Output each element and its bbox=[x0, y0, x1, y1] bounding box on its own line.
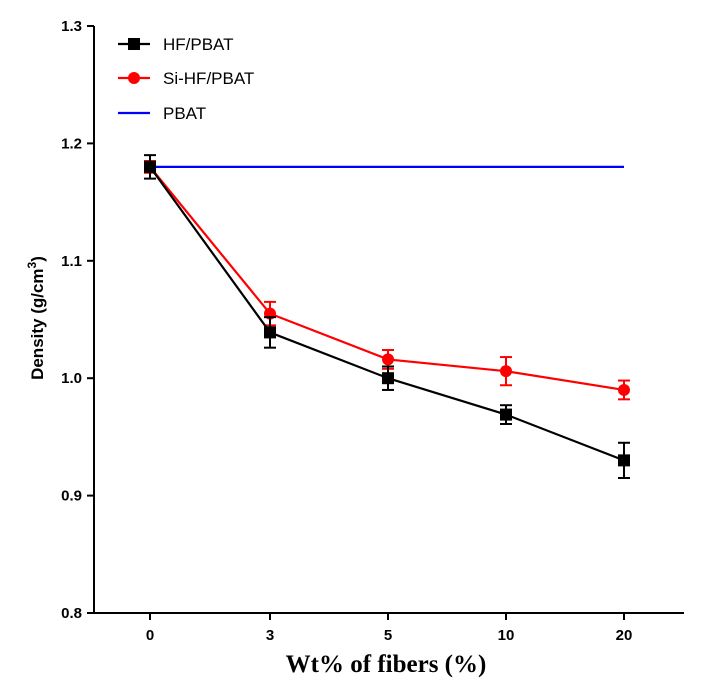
legend: HF/PBAT Si-HF/PBAT PBAT bbox=[118, 35, 254, 123]
legend-marker bbox=[128, 72, 140, 84]
x-tick-label: 10 bbox=[498, 627, 515, 644]
legend-label: PBAT bbox=[163, 104, 206, 123]
data-point bbox=[382, 372, 394, 385]
data-point bbox=[264, 326, 276, 339]
x-tick-label: 3 bbox=[266, 627, 274, 644]
y-axis-label-group: Density (g/cm3) bbox=[25, 256, 47, 380]
y-tick-label: 1.2 bbox=[61, 135, 82, 152]
legend-marker bbox=[128, 38, 140, 50]
series-hf-pbat bbox=[144, 154, 630, 479]
legend-label: Si-HF/PBAT bbox=[163, 69, 254, 88]
data-point bbox=[500, 365, 512, 378]
data-point bbox=[618, 454, 630, 467]
series-layer bbox=[144, 154, 630, 479]
x-tick-label: 20 bbox=[616, 627, 633, 644]
series-si-hf-pbat bbox=[144, 160, 630, 401]
y-tick-label: 1.0 bbox=[61, 370, 82, 387]
y-tick-label: 0.9 bbox=[61, 488, 82, 505]
axes: 0.8 0.9 1.0 1.1 1.2 1.3 0 3 5 10 20 bbox=[61, 18, 684, 644]
y-tick-label: 0.8 bbox=[61, 605, 82, 622]
data-point bbox=[618, 383, 630, 396]
x-tick-label: 5 bbox=[384, 627, 392, 644]
data-point bbox=[382, 353, 394, 366]
series-line bbox=[149, 166, 625, 462]
x-axis-label: Wt% of fibers (%) bbox=[286, 651, 487, 678]
data-point bbox=[144, 160, 156, 173]
y-tick-label: 1.1 bbox=[61, 253, 82, 270]
y-tick-label: 1.3 bbox=[61, 18, 82, 35]
x-tick-label: 0 bbox=[146, 627, 154, 644]
y-axis-label: Density (g/cm3) bbox=[25, 256, 47, 380]
legend-label: HF/PBAT bbox=[163, 35, 234, 54]
data-point bbox=[500, 408, 512, 421]
